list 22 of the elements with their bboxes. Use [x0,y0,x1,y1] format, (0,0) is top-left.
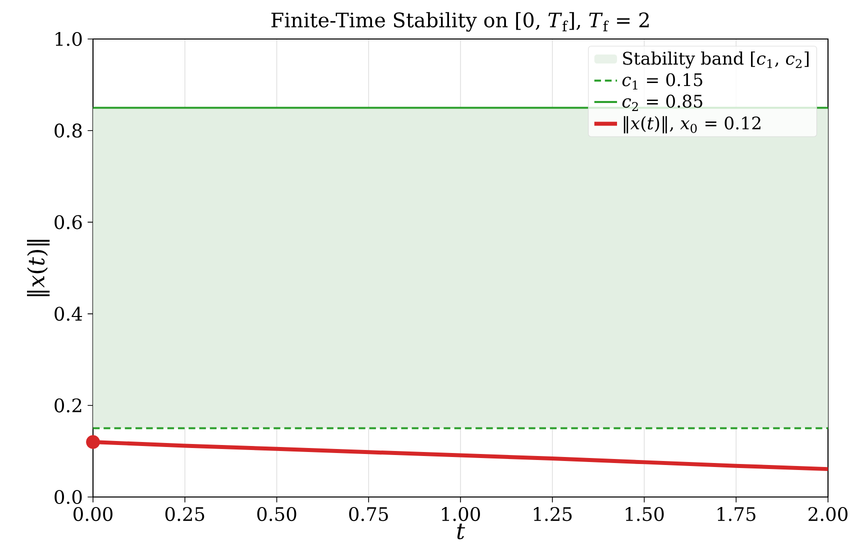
legend-label: ‖x(t)‖, x$_{0}$ = 0.12 [624,116,760,134]
x-tick-label: 0.75 [349,507,388,522]
x-tick-label: 1.25 [534,507,572,522]
legend-label: Stability band [c$_{1}$, c$_{2}$] [623,51,809,68]
ref-line-label: c$_{2}$ = 0.85 [622,94,702,111]
legend-label: c$_{1}$ = 0.15 [622,73,702,90]
y-tick-label: 0.6 [54,215,82,230]
chart-title: Finite-Time Stability on [0, T$_{f}$], T$_{f}$ = 2 [271,12,649,32]
x-tick-label: 0.25 [165,507,204,522]
y-tick-label: 1.0 [56,32,82,46]
y-axis-title: ‖x(t)‖ [27,240,50,296]
y-tick-label: 0.8 [54,124,82,138]
y-tick-label: 0.2 [54,398,82,412]
x-tick-label: 0.00 [74,507,112,522]
x-axis-title: t [457,524,466,540]
x-tick-label: 0.50 [257,507,296,522]
x-tick-label: 1.50 [626,507,664,522]
y-tick-label: 0.4 [54,306,82,321]
x-tick-label: 1.75 [718,507,756,522]
y-tick-label: 0.0 [54,490,82,504]
x-tick-label: 1.00 [442,507,480,522]
x-tick-label: 2.00 [808,507,848,522]
